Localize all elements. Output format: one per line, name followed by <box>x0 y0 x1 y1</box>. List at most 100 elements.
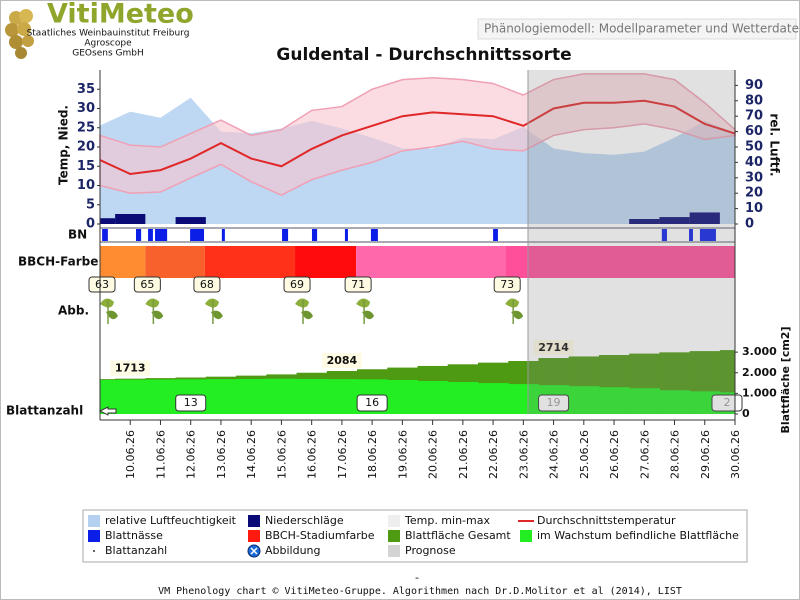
legend-swatch <box>388 545 400 557</box>
logo-grapes <box>5 9 34 59</box>
y2-axis-label: rel. Luftf. <box>768 113 782 176</box>
y-tick-label: 10 <box>77 178 95 193</box>
leaf <box>106 310 118 320</box>
leaf-wetness <box>493 229 498 241</box>
leaf-area-step <box>296 378 328 414</box>
leaf-area-step <box>659 390 691 414</box>
leaf-area-step <box>100 379 116 414</box>
org-line: GEOsens GmbH <box>72 49 143 59</box>
x-tick-label: 15.06.26 <box>275 430 288 479</box>
leaf <box>301 310 314 320</box>
leaf <box>295 298 310 308</box>
y2-tick-label: 0 <box>745 217 754 232</box>
legend-label: relative Luftfeuchtigkeit <box>105 514 237 527</box>
leaf-wetness <box>221 229 225 241</box>
precipitation-bar <box>175 217 206 224</box>
leaf <box>511 310 524 320</box>
precipitation-bar <box>100 218 116 224</box>
org-line: Staatliches Weinbauinstitut Freiburg <box>27 29 190 39</box>
leaf-area-step <box>417 381 449 414</box>
bbch-label-box <box>193 276 221 293</box>
leaf-wetness <box>689 229 693 241</box>
leaf-area-step <box>236 378 267 414</box>
legend-label: Abbildung <box>265 544 321 557</box>
value-label: 2714 <box>538 341 569 354</box>
legend-swatch <box>388 515 400 527</box>
y-tick-label: 30 <box>77 101 95 116</box>
y2-tick-label: 80 <box>745 93 763 108</box>
leaf-wetness <box>148 229 153 241</box>
x-tick-label: 11.06.26 <box>154 430 167 479</box>
leaf-wetness <box>699 229 716 241</box>
legend-swatch <box>248 515 260 527</box>
y-tick-label: 20 <box>77 140 95 155</box>
leaf-area-step <box>568 386 600 414</box>
leaf <box>100 298 114 308</box>
x-tick-label: 10.06.26 <box>124 430 137 479</box>
bbch-image <box>204 298 223 324</box>
bbch-label: 71 <box>351 278 365 291</box>
legend-swatch <box>248 530 260 542</box>
x-tick-label: 26.06.26 <box>608 430 621 479</box>
leaf-wetness <box>102 229 108 241</box>
y2-tick-label: 30 <box>745 170 763 185</box>
bbch-label-box <box>493 276 521 293</box>
precipitation-bar <box>659 217 690 224</box>
x-tick-label: 22.06.26 <box>487 430 500 479</box>
y2-tick-label: 40 <box>745 155 763 170</box>
leaf <box>356 298 371 308</box>
subtitle[interactable]: Phänologiemodell: Modellparameter und We… <box>484 22 800 36</box>
x-tick-label: 29.06.26 <box>699 430 712 479</box>
bbch-image <box>100 298 118 324</box>
leaf-area-step <box>629 388 660 414</box>
x-tick-label: 12.06.26 <box>185 430 198 479</box>
leaf-count-box <box>356 394 388 412</box>
bbch-image <box>295 298 314 324</box>
x-tick-label: 13.06.26 <box>215 430 228 479</box>
legend-swatch <box>88 530 100 542</box>
precipitation-bar <box>115 213 146 224</box>
legend-label: Niederschläge <box>265 514 344 527</box>
footer: VM Phenology chart © VitiMeteo-Gruppe. A… <box>158 586 682 597</box>
value-label-box <box>110 360 151 376</box>
legend-swatch <box>88 515 100 527</box>
legend-label: im Wachstum befindliche Blattfläche <box>537 529 739 542</box>
bbch-label: 63 <box>95 278 109 291</box>
y2-tick-label: 20 <box>745 186 763 201</box>
bbch-segment <box>505 246 735 278</box>
strip-label: Abb. <box>58 304 89 318</box>
leaf <box>204 298 219 308</box>
bbch-image <box>505 298 524 324</box>
leaf-count-box <box>175 394 207 412</box>
leaf-area-step <box>477 383 509 414</box>
bbch-segment <box>295 246 357 278</box>
x-tick-label: 20.06.26 <box>427 430 440 479</box>
subtitle-box <box>477 18 797 40</box>
legend-label: Prognose <box>405 544 456 557</box>
footer-dash: - <box>415 571 419 584</box>
leaf-count-box <box>538 394 570 412</box>
x-tick-label: 17.06.26 <box>336 430 349 479</box>
leaf-wetness <box>190 229 205 241</box>
leaf <box>145 298 160 308</box>
value-label-box <box>533 340 574 356</box>
leaf-count: 16 <box>365 396 379 409</box>
leaf <box>505 298 520 308</box>
leaf-wetness <box>282 229 289 241</box>
x-tick-label: 28.06.26 <box>669 430 682 479</box>
x-tick-label: 27.06.26 <box>638 430 651 479</box>
bbch-label-box <box>133 276 161 293</box>
leaf-area-step <box>326 379 358 414</box>
leaf-count: 19 <box>547 396 561 409</box>
legend-label: Temp. min-max <box>404 514 490 527</box>
bbch-image <box>145 298 164 324</box>
y2-tick-label: 70 <box>745 109 763 124</box>
bbch-segment <box>356 246 506 278</box>
x-tick-label: 24.06.26 <box>548 430 561 479</box>
leaf-area-step <box>508 384 539 414</box>
legend-label: Blattnässe <box>105 529 163 542</box>
x-tick-label: 14.06.26 <box>245 430 258 479</box>
y2-tick-label: 10 <box>745 201 763 216</box>
mean-temp-line <box>99 99 736 175</box>
leaf <box>362 310 375 320</box>
